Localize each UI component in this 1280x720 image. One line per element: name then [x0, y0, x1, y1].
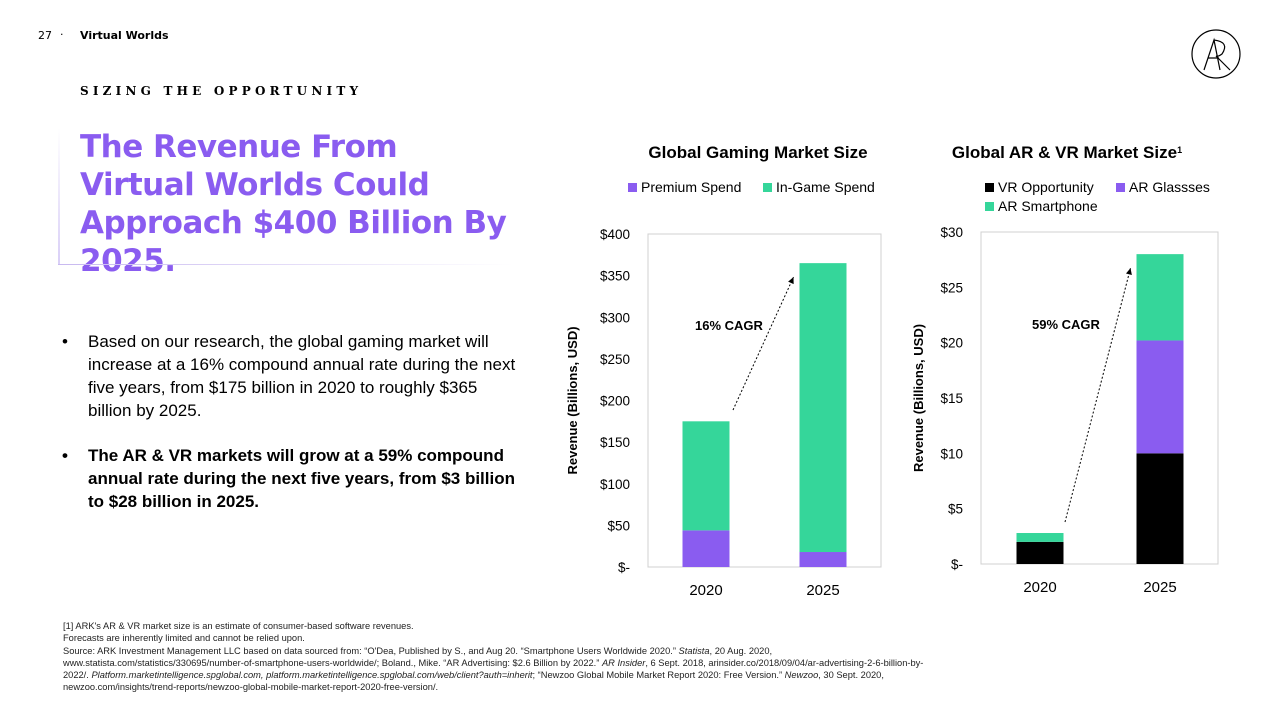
y-tick-label: $5: [948, 502, 963, 517]
y-tick-label: $15: [940, 391, 963, 406]
y-tick-label: $-: [951, 557, 963, 572]
bar-segment: [682, 421, 730, 531]
legend-swatch: [985, 183, 994, 192]
y-tick-label: $30: [940, 225, 963, 240]
title-rule: [58, 128, 60, 265]
legend-label: In-Game Spend: [776, 179, 875, 195]
footnotes: [1] ARK's AR & VR market size is an esti…: [63, 620, 1213, 694]
y-axis-label: Revenue (Billions, USD): [565, 326, 580, 474]
y-tick-label: $150: [600, 435, 630, 450]
footnote-source: Source: ARK Investment Management LLC ba…: [63, 645, 773, 656]
bullet-marker: •: [62, 332, 68, 351]
legend-swatch: [1116, 183, 1125, 192]
chart-title: Global Gaming Market Size: [648, 143, 867, 162]
footnote-line: Forecasts are inherently limited and can…: [63, 633, 305, 644]
bar-segment: [1016, 541, 1064, 564]
plot-frame: [647, 233, 882, 568]
cagr-arrowhead: [788, 277, 794, 285]
gaming-market-chart: Global Gaming Market Size Premium Spend In…: [565, 143, 882, 599]
ar-vr-market-chart: Global AR & VR Market Size1 VR Opportunit…: [911, 143, 1219, 596]
title-underline: [58, 264, 513, 265]
legend-label: AR Smartphone: [998, 198, 1098, 214]
ark-logo-icon: [1191, 29, 1241, 79]
bar-segment: [1136, 254, 1184, 341]
bar-segment: [1016, 533, 1064, 542]
y-axis-label: Revenue (Billions, USD): [911, 324, 926, 472]
cagr-arrow: [732, 276, 794, 411]
bullet-item: • Based on our research, the global gami…: [62, 330, 517, 422]
x-tick-label: 2025: [1143, 579, 1176, 596]
legend-swatch: [763, 183, 772, 192]
y-tick-label: $25: [940, 280, 963, 295]
bar-segment: [799, 552, 847, 567]
bullet-text: Based on our research, the global gaming…: [88, 332, 516, 420]
y-tick-label: $350: [600, 269, 630, 284]
y-tick-label: $10: [940, 446, 963, 461]
y-tick-label: $-: [618, 560, 630, 575]
bar-segment: [799, 263, 847, 553]
legend-swatch: [985, 202, 994, 211]
footnote-source: www.statista.com/statistics/330695/numbe…: [63, 657, 924, 668]
bullet-item: • The AR & VR markets will grow at a 59%…: [62, 444, 517, 513]
x-tick-label: 2020: [689, 582, 722, 599]
cagr-arrowhead: [1125, 268, 1132, 275]
y-tick-label: $50: [607, 518, 630, 533]
bullet-text: The AR & VR markets will grow at a 59% c…: [88, 446, 515, 511]
x-tick-label: 2025: [806, 582, 839, 599]
y-tick-label: $200: [600, 394, 630, 409]
y-tick-label: $20: [940, 336, 963, 351]
page-number: 27: [38, 29, 52, 42]
page-title: The Revenue From Virtual Worlds Could Ap…: [80, 129, 507, 279]
y-tick-label: $100: [600, 477, 630, 492]
legend-label: AR Glassses: [1129, 179, 1210, 195]
footnote-line: [1] ARK's AR & VR market size is an esti…: [63, 621, 414, 631]
cagr-label: 16% CAGR: [695, 318, 764, 333]
header-separator: ·: [60, 28, 64, 41]
section-title: Virtual Worlds: [80, 29, 169, 42]
x-tick-label: 2020: [1023, 579, 1056, 596]
footnote-source: newzoo.com/insights/trend-reports/newzoo…: [63, 682, 439, 693]
chart-title: Global AR & VR Market Size1: [952, 143, 1182, 162]
y-tick-label: $400: [600, 227, 630, 242]
plot-frame: [980, 231, 1219, 565]
footnote-source: 2022/. Platform.marketintelligence.spglo…: [63, 670, 884, 681]
cagr-arrow: [1064, 268, 1131, 523]
legend-swatch: [628, 183, 637, 192]
bar-segment: [1136, 340, 1184, 454]
bullet-marker: •: [62, 446, 68, 465]
legend-label: Premium Spend: [641, 179, 741, 195]
bullet-list: • Based on our research, the global gami…: [62, 330, 517, 535]
bar-segment: [682, 530, 730, 567]
legend-label: VR Opportunity: [998, 179, 1094, 195]
y-tick-label: $300: [600, 310, 630, 325]
eyebrow-label: SIZING THE OPPORTUNITY: [80, 84, 363, 98]
y-tick-label: $250: [600, 352, 630, 367]
cagr-label: 59% CAGR: [1032, 317, 1101, 332]
bar-segment: [1136, 453, 1184, 564]
